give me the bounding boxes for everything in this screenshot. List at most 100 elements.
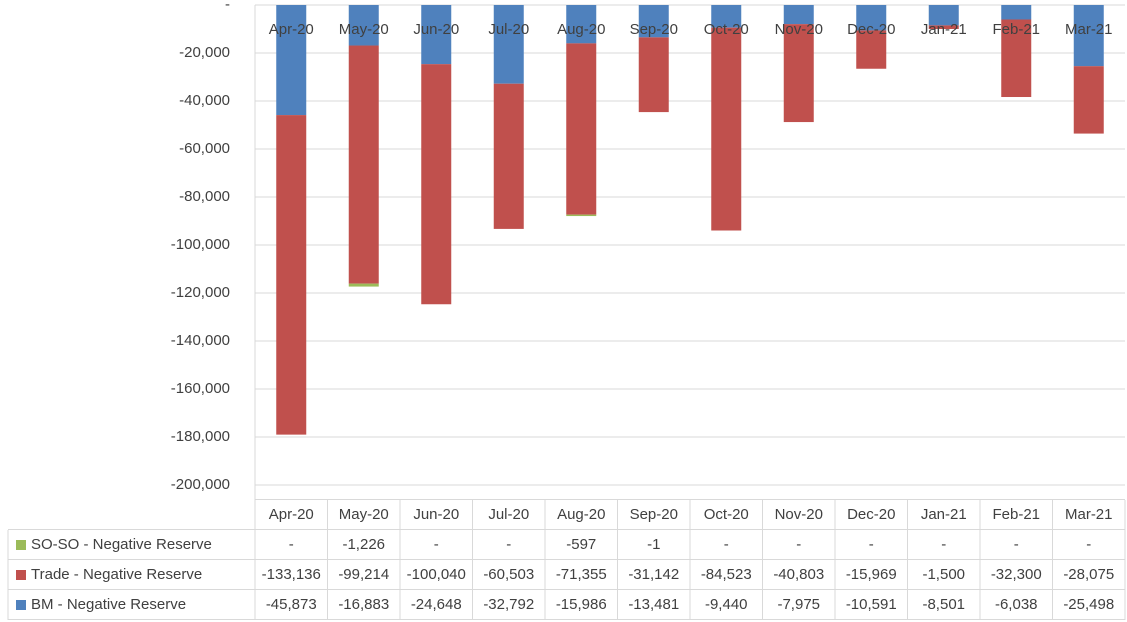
table-header: Sep-20	[630, 506, 678, 523]
table-header: Mar-21	[1065, 506, 1113, 523]
table-header: Dec-20	[847, 506, 895, 523]
table-cell: -1,500	[922, 566, 965, 583]
legend-swatch	[16, 600, 26, 610]
table-cell: -100,040	[407, 566, 466, 583]
bar-segment	[711, 27, 742, 231]
table-cell: -40,803	[773, 566, 824, 583]
table-cell: -	[724, 536, 729, 553]
x-tick-label: Nov-20	[775, 21, 823, 38]
table-header: Apr-20	[269, 506, 314, 523]
bar-segment	[928, 25, 959, 30]
table-cell: -	[869, 536, 874, 553]
bar-segment	[493, 83, 524, 229]
table-cell: -31,142	[628, 566, 679, 583]
bar-segment	[566, 214, 597, 217]
table-header: Nov-20	[775, 506, 823, 523]
bar-segment	[1073, 66, 1104, 134]
bar-segment	[928, 5, 959, 26]
bar-segment	[638, 37, 669, 113]
x-tick-label: May-20	[339, 21, 389, 38]
table-cell: -13,481	[628, 596, 679, 613]
y-tick-label: -180,000	[171, 428, 230, 445]
table-cell: -15,969	[846, 566, 897, 583]
x-tick-label: Dec-20	[847, 21, 895, 38]
bar-segment	[566, 5, 597, 44]
y-tick-label: -	[225, 0, 230, 13]
legend-swatch	[16, 570, 26, 580]
table-cell: -99,214	[338, 566, 389, 583]
legend-label: BM - Negative Reserve	[31, 596, 186, 613]
table-header: Oct-20	[704, 506, 749, 523]
table-cell: -	[1014, 536, 1019, 553]
table-cell: -597	[566, 536, 596, 553]
y-tick-label: -120,000	[171, 284, 230, 301]
table-cell: -	[796, 536, 801, 553]
bar-segment	[348, 5, 379, 46]
bar-segment	[1001, 5, 1032, 20]
table-header: Jul-20	[488, 506, 529, 523]
y-tick-label: -80,000	[179, 188, 230, 205]
bar-segment	[856, 30, 887, 69]
x-tick-label: Aug-20	[557, 21, 605, 38]
y-tick-label: -20,000	[179, 44, 230, 61]
bar-segment	[348, 45, 379, 284]
table-cell: -45,873	[266, 596, 317, 613]
bar-segment	[493, 5, 524, 84]
y-tick-label: -100,000	[171, 236, 230, 253]
table-header: Feb-21	[992, 506, 1040, 523]
table-cell: -25,498	[1063, 596, 1114, 613]
bar-segment	[566, 43, 597, 215]
table-header: May-20	[339, 506, 389, 523]
x-tick-label: Mar-21	[1065, 21, 1113, 38]
bar-segment	[1001, 19, 1032, 98]
table-cell: -16,883	[338, 596, 389, 613]
table-header: Jan-21	[921, 506, 967, 523]
x-tick-label: Feb-21	[992, 21, 1040, 38]
table-header: Jun-20	[413, 506, 459, 523]
table-cell: -	[1086, 536, 1091, 553]
x-tick-label: Jan-21	[921, 21, 967, 38]
legend-label: SO-SO - Negative Reserve	[31, 536, 212, 553]
bar-segment	[276, 115, 307, 435]
x-tick-label: Apr-20	[269, 21, 314, 38]
table-cell: -	[434, 536, 439, 553]
table-cell: -133,136	[262, 566, 321, 583]
bar-segment	[638, 5, 669, 38]
y-tick-label: -160,000	[171, 380, 230, 397]
table-cell: -7,975	[777, 596, 820, 613]
x-tick-label: Oct-20	[704, 21, 749, 38]
bar-segment	[783, 5, 814, 25]
bar-segment	[783, 24, 814, 123]
bar-segment	[421, 64, 452, 305]
y-tick-label: -60,000	[179, 140, 230, 157]
table-cell: -28,075	[1063, 566, 1114, 583]
bar-segment	[276, 5, 307, 116]
y-tick-label: -200,000	[171, 476, 230, 493]
table-cell: -24,648	[411, 596, 462, 613]
table-cell: -32,792	[483, 596, 534, 613]
legend-swatch	[16, 540, 26, 550]
table-cell: -8,501	[922, 596, 965, 613]
table-cell: -1,226	[342, 536, 385, 553]
table-cell: -	[941, 536, 946, 553]
table-header: Aug-20	[557, 506, 605, 523]
table-cell: -1	[647, 536, 660, 553]
table-cell: -60,503	[483, 566, 534, 583]
bar-segment	[711, 5, 742, 28]
table-cell: -15,986	[556, 596, 607, 613]
x-tick-label: Sep-20	[630, 21, 678, 38]
table-cell: -32,300	[991, 566, 1042, 583]
bar-segment	[421, 5, 452, 65]
bar-segment	[348, 283, 379, 287]
bar-segment	[856, 5, 887, 31]
table-cell: -10,591	[846, 596, 897, 613]
table-cell: -	[289, 536, 294, 553]
table-cell: -84,523	[701, 566, 752, 583]
legend-label: Trade - Negative Reserve	[31, 566, 202, 583]
table-cell: -71,355	[556, 566, 607, 583]
x-tick-label: Jun-20	[413, 21, 459, 38]
table-cell: -9,440	[705, 596, 748, 613]
table-cell: -6,038	[995, 596, 1038, 613]
y-tick-label: -40,000	[179, 92, 230, 109]
